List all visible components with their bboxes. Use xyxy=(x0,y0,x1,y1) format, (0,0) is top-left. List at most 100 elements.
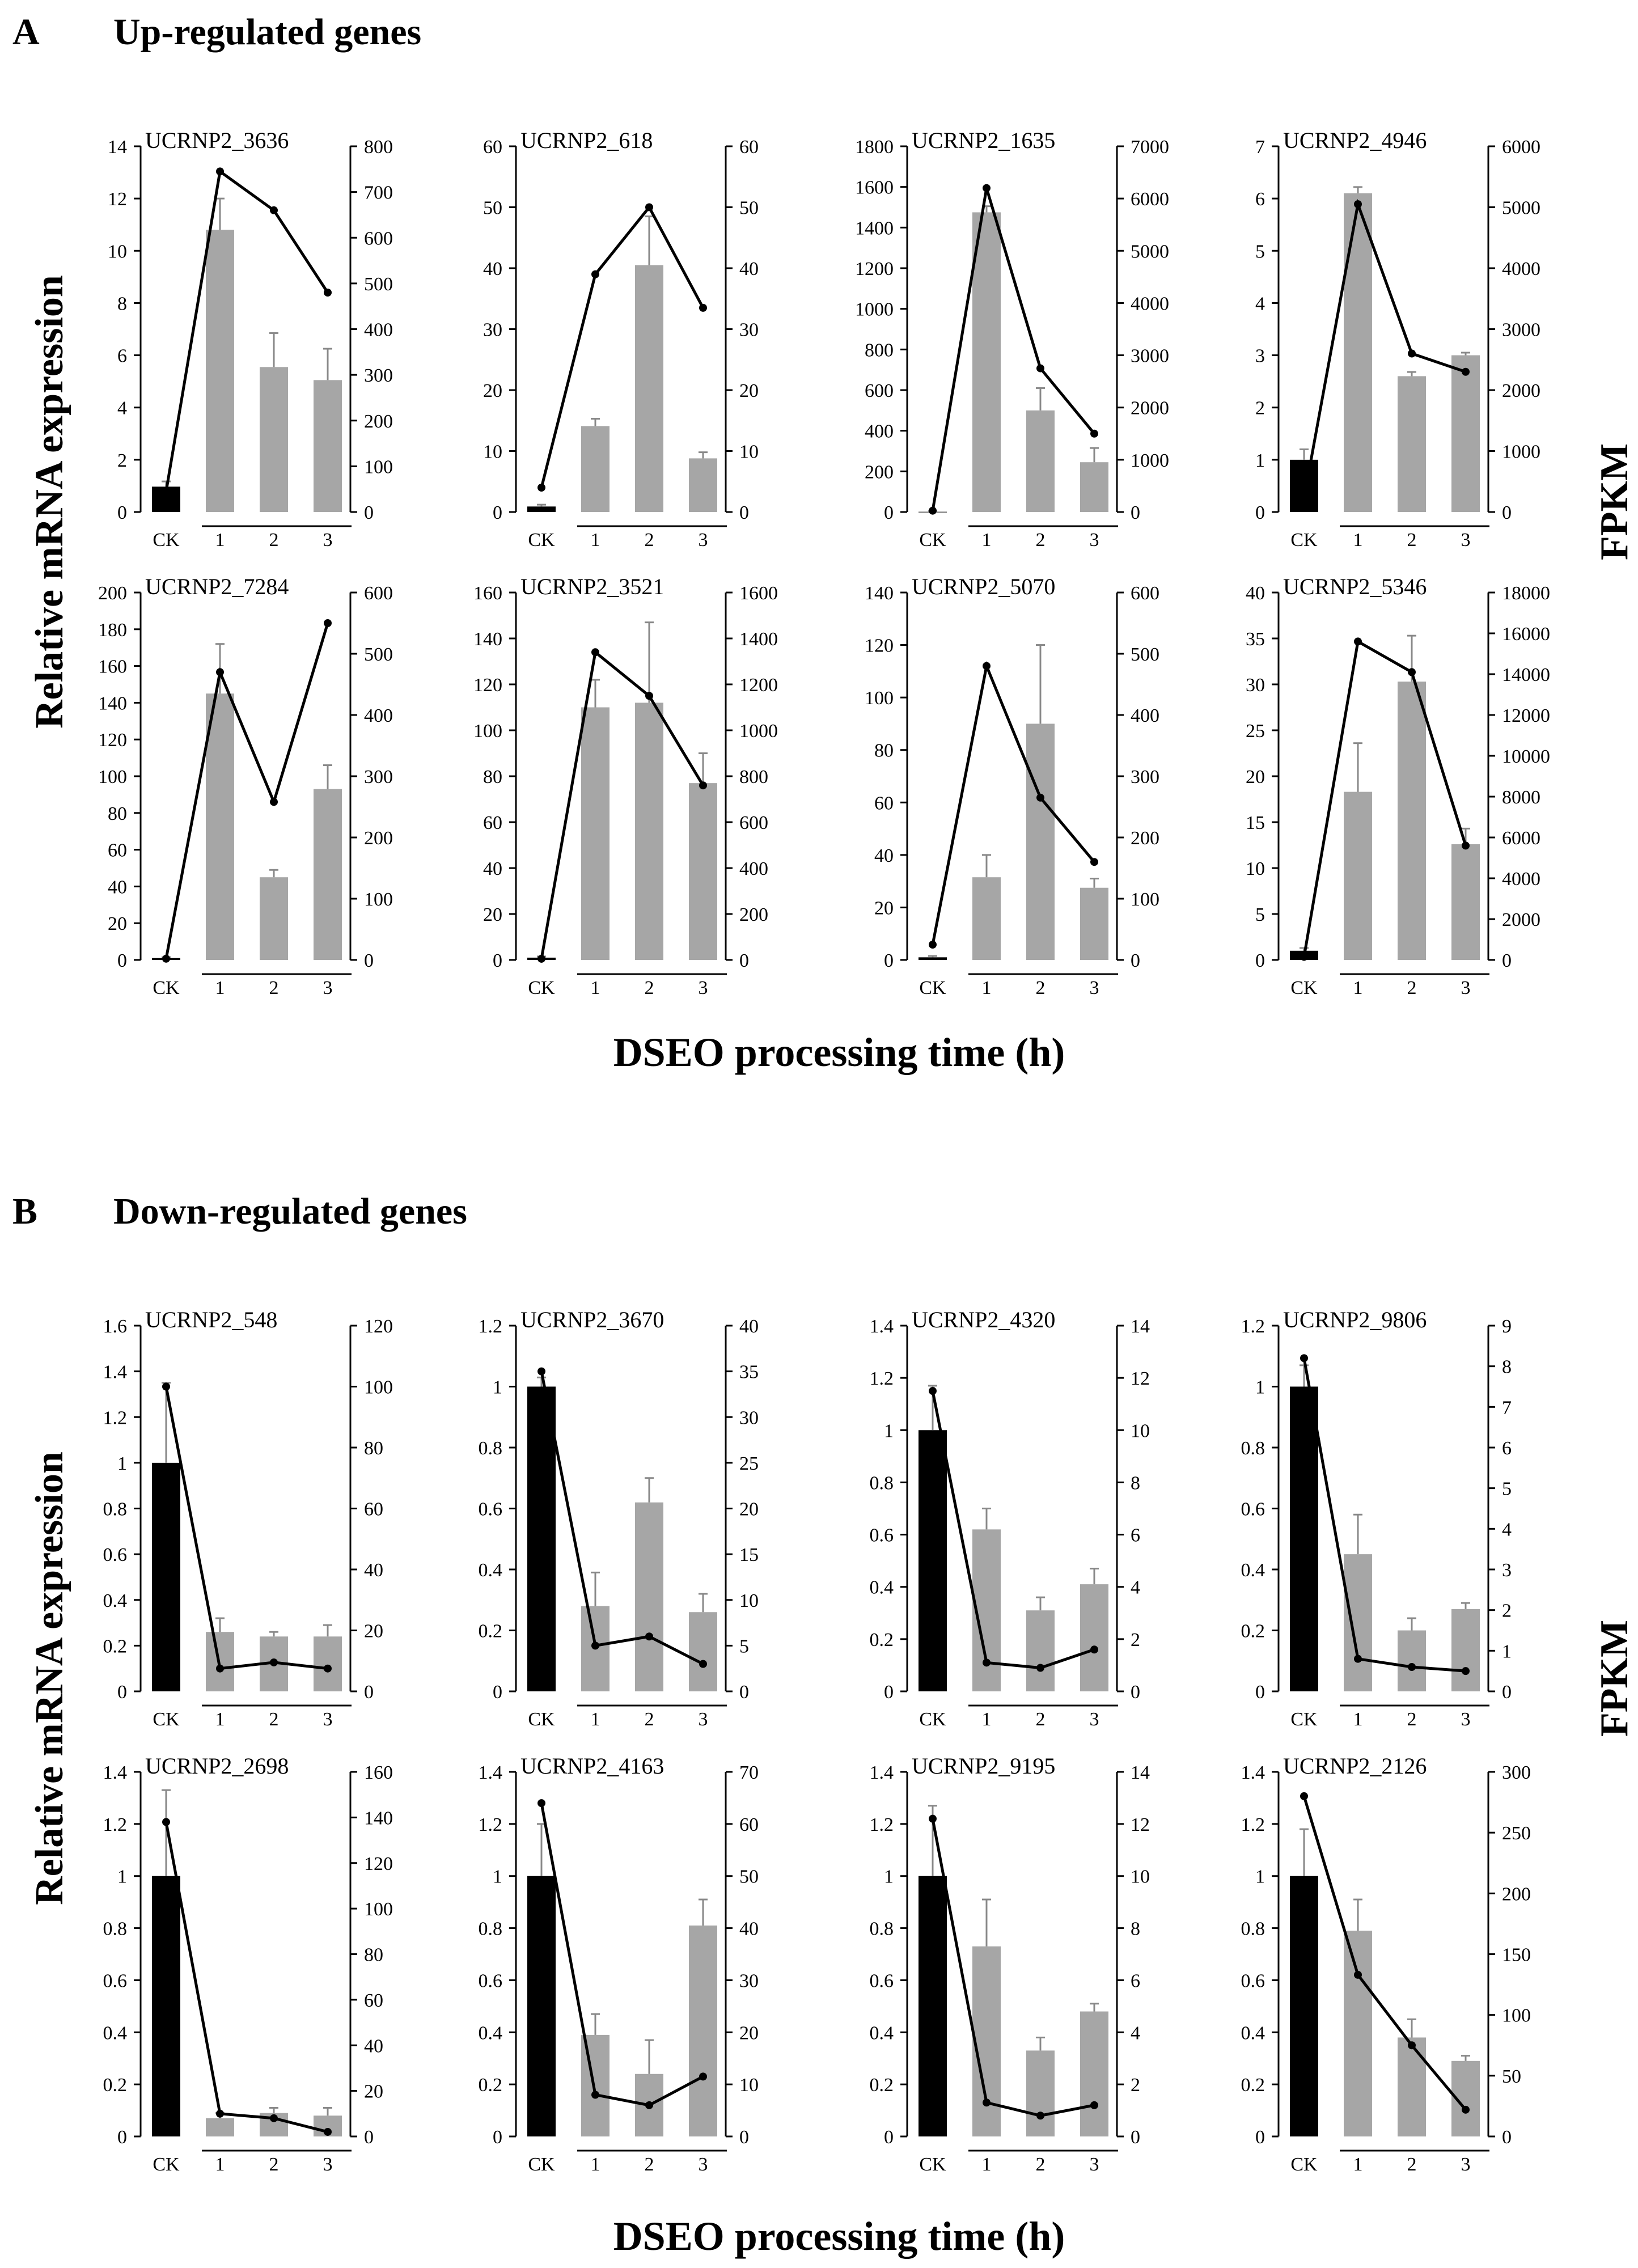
y-right-tick-label: 0 xyxy=(739,1682,749,1703)
chart-UCRNP2_4946: 0 1 2 3 4 5 6 7 0 1000 2000 3000 4000 5000 6000 UCRNP2_… xyxy=(1255,128,1540,551)
y-left-tick-label: 1.2 xyxy=(1241,1316,1265,1337)
x-tick-label-1: 1 xyxy=(591,978,600,998)
y-right-tick-label: 4000 xyxy=(1502,259,1540,280)
fpkm-point-3 xyxy=(699,1660,707,1668)
y-right-tick-label: 50 xyxy=(739,1867,759,1888)
y-left-tick-label: 1.4 xyxy=(103,1362,128,1383)
chart-UCRNP2_2698: 0 0.2 0.4 0.6 0.8 1 1.2 1.4 0 20 40 60 80 100 120 140 16… xyxy=(103,1753,393,2175)
y-left-tick-label: 0.2 xyxy=(1241,2075,1265,2096)
bar-1 xyxy=(1344,193,1372,512)
y-left-tick-label: 0 xyxy=(884,2127,894,2148)
y-left-tick-label: 1 xyxy=(884,1420,894,1441)
chart-UCRNP2_5346: 0510152025303540020004000600080001000012… xyxy=(1246,574,1550,998)
y-right-tick-label: 100 xyxy=(364,1899,393,1920)
y-right-tick-label: 14000 xyxy=(1502,665,1550,686)
y-right-tick-label: 10 xyxy=(1131,1420,1150,1441)
y-left-tick-label: 1400 xyxy=(855,218,894,239)
chart-title: UCRNP2_1635 xyxy=(912,128,1055,153)
bar-1 xyxy=(206,693,234,960)
y-left-tick-label: 10 xyxy=(108,241,127,262)
x-tick-label-3: 3 xyxy=(323,2154,333,2175)
bar-3 xyxy=(1451,355,1480,512)
y-right-tick-label: 18000 xyxy=(1502,583,1550,604)
y-left-tick-label: 1 xyxy=(1255,1867,1265,1888)
x-tick-label-3: 3 xyxy=(699,1709,708,1730)
y-left-tick-label: 60 xyxy=(483,813,502,833)
y-right-tick-label: 500 xyxy=(364,644,393,665)
y-left-tick-label: 0.2 xyxy=(103,1636,128,1657)
fpkm-line xyxy=(540,1802,704,2107)
y-right-tick-label: 7000 xyxy=(1131,137,1169,158)
fpkm-point-2 xyxy=(1408,349,1416,358)
y-right-tick-label: 500 xyxy=(364,274,393,295)
bar-CK xyxy=(152,1876,180,2136)
y-right-tick-label: 5000 xyxy=(1502,198,1540,219)
x-tick-label-CK: CK xyxy=(153,1709,180,1730)
x-tick-label-3: 3 xyxy=(1090,978,1099,998)
bar-1 xyxy=(581,2034,610,2136)
y-left-tick-label: 5 xyxy=(1255,904,1265,925)
fpkm-point-1 xyxy=(1354,1655,1362,1663)
x-tick-label-1: 1 xyxy=(982,1709,992,1730)
x-tick-label-CK: CK xyxy=(919,530,946,551)
fpkm-point-1 xyxy=(216,2109,224,2118)
y-right-tick-label: 6000 xyxy=(1502,137,1540,158)
y-left-tick-label: 6 xyxy=(117,346,127,367)
x-tick-label-3: 3 xyxy=(323,978,333,998)
y-right-tick-label: 1 xyxy=(1502,1641,1512,1662)
chart-UCRNP2_9806: 0 0.2 0.4 0.6 0.8 1 1.2 0 1 2 3 4 5 6 7 8 9 UCRNP2_9806 CK… xyxy=(1241,1307,1512,1730)
y-left-tick-label: 1.2 xyxy=(103,1814,128,1835)
y-left-tick-label: 20 xyxy=(483,904,502,925)
y-left-tick-label: 120 xyxy=(98,730,127,751)
y-left-tick-label: 0 xyxy=(1255,502,1265,523)
x-tick-label-CK: CK xyxy=(1290,530,1318,551)
y-left-tick-label: 0.2 xyxy=(870,1630,894,1651)
y-right-tick-label: 2000 xyxy=(1502,380,1540,401)
fpkm-point-2 xyxy=(645,1632,653,1641)
bar-1 xyxy=(1344,1931,1372,2136)
x-tick-label-3: 3 xyxy=(699,978,708,998)
y-left-tick-label: 1 xyxy=(117,1453,127,1474)
bar-3 xyxy=(1451,1609,1480,1691)
bar-2 xyxy=(1398,682,1426,960)
y-left-tick-label: 3 xyxy=(1255,346,1265,367)
x-tick-label-2: 2 xyxy=(1407,1709,1417,1730)
bar-3 xyxy=(314,1636,342,1691)
y-right-tick-label: 12 xyxy=(1131,1368,1150,1389)
x-tick-label-1: 1 xyxy=(1353,530,1363,551)
y-left-tick-label: 1.2 xyxy=(870,1814,894,1835)
fpkm-line xyxy=(540,1371,704,1665)
bar-2 xyxy=(260,367,288,512)
y-right-tick-label: 1200 xyxy=(739,675,778,696)
x-tick-label-2: 2 xyxy=(269,978,279,998)
y-right-tick-label: 200 xyxy=(1502,1884,1531,1905)
chart-title: UCRNP2_548 xyxy=(145,1307,277,1332)
y-right-tick-label: 150 xyxy=(1502,1945,1531,1966)
bar-3 xyxy=(1451,844,1480,960)
x-tick-label-2: 2 xyxy=(1407,978,1417,998)
y-left-tick-label: 160 xyxy=(473,583,502,604)
y-right-tick-label: 200 xyxy=(364,828,393,849)
y-right-tick-label: 20 xyxy=(739,1499,759,1520)
y-right-tick-label: 100 xyxy=(1131,889,1159,910)
y-left-tick-label: 0.6 xyxy=(1241,1499,1265,1520)
y-left-tick-label: 180 xyxy=(98,620,127,641)
x-tick-label-CK: CK xyxy=(153,530,180,551)
y-left-tick-label: 0.2 xyxy=(103,2075,128,2096)
chart-title: UCRNP2_3670 xyxy=(520,1307,664,1332)
bar-1 xyxy=(581,426,610,512)
y-left-tick-label: 0 xyxy=(117,2127,127,2148)
fpkm-point-3 xyxy=(324,289,332,297)
chart-UCRNP2_7284: 0 20 40 60 80 100 120 140 160 180 200 0 100 200 300 400… xyxy=(98,574,393,998)
y-right-tick-label: 50 xyxy=(1502,2066,1521,2087)
x-tick-label-CK: CK xyxy=(919,1709,946,1730)
y-right-tick-label: 0 xyxy=(364,1682,374,1703)
y-right-tick-label: 5000 xyxy=(1131,241,1169,262)
fpkm-point-CK xyxy=(162,1382,170,1391)
x-tick-label-3: 3 xyxy=(1090,1709,1099,1730)
y-right-tick-label: 5 xyxy=(1502,1479,1512,1500)
fpkm-point-3 xyxy=(1090,429,1098,438)
y-right-tick-label: 100 xyxy=(364,1377,393,1398)
chart-UCRNP2_9195: 00.20.40.60.811.21.402468101214UCRNP2_91… xyxy=(870,1753,1150,2175)
y-left-tick-label: 0.4 xyxy=(870,1577,894,1598)
